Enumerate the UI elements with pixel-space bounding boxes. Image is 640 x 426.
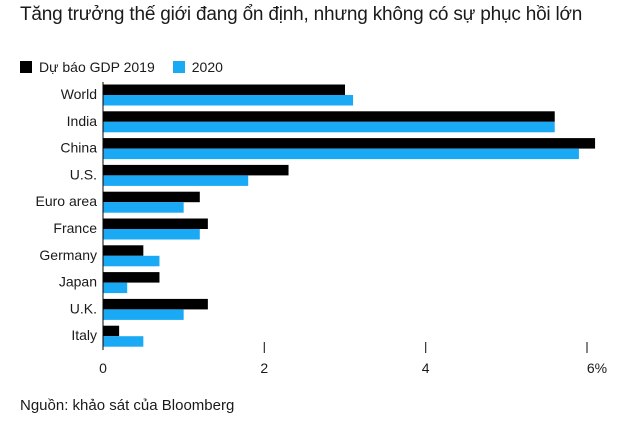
legend-item-2019: Dự báo GDP 2019 bbox=[20, 59, 155, 75]
category-label-euro-area: Euro area bbox=[36, 193, 98, 209]
bar-euro-area-2019 bbox=[103, 191, 200, 203]
category-label-u-k: U.K. bbox=[70, 300, 97, 316]
x-tick-label-6: 6% bbox=[587, 360, 607, 376]
bar-india-2020 bbox=[103, 121, 555, 133]
source-note: Nguồn: khảo sát của Bloomberg bbox=[20, 397, 235, 414]
bar-euro-area-2020 bbox=[103, 202, 184, 213]
category-label-italy: Italy bbox=[71, 327, 97, 343]
bar-u-k-2019 bbox=[103, 298, 208, 310]
legend-swatch-2020 bbox=[172, 61, 185, 73]
category-label-world: World bbox=[61, 86, 97, 102]
legend-item-2020: 2020 bbox=[172, 59, 223, 75]
x-tick-label-2: 2 bbox=[260, 360, 268, 376]
x-tick-label-0: 0 bbox=[99, 360, 107, 376]
category-label-france: France bbox=[53, 220, 97, 236]
category-label-japan: Japan bbox=[59, 274, 97, 290]
bar-india-2019 bbox=[103, 111, 555, 122]
bar-italy-2020 bbox=[103, 336, 144, 347]
legend-swatch-2019 bbox=[20, 61, 32, 73]
bar-france-2019 bbox=[103, 218, 208, 229]
bar-china-2020 bbox=[103, 148, 579, 160]
bar-germany-2019 bbox=[103, 245, 144, 256]
bar-u-s-2019 bbox=[103, 164, 289, 176]
chart-title: Tăng trưởng thế giới đang ổn định, nhưng… bbox=[20, 4, 583, 25]
category-label-u-s: U.S. bbox=[70, 166, 97, 182]
category-label-china: China bbox=[60, 140, 97, 156]
bar-world-2020 bbox=[103, 95, 354, 106]
bar-japan-2020 bbox=[103, 282, 128, 294]
legend-label-2019: Dự báo GDP 2019 bbox=[39, 59, 155, 75]
legend: Dự báo GDP 2019 2020 bbox=[20, 58, 241, 76]
bar-china-2019 bbox=[103, 138, 596, 149]
bar-japan-2019 bbox=[103, 272, 160, 283]
legend-label-2020: 2020 bbox=[191, 59, 223, 75]
bar-u-s-2020 bbox=[103, 175, 249, 186]
bar-italy-2019 bbox=[103, 325, 120, 337]
bar-france-2020 bbox=[103, 229, 200, 240]
bar-u-k-2020 bbox=[103, 309, 184, 320]
category-label-india: India bbox=[67, 113, 98, 129]
category-label-germany: Germany bbox=[39, 247, 97, 263]
x-tick-label-4: 4 bbox=[422, 360, 430, 376]
bar-germany-2020 bbox=[103, 255, 160, 267]
bar-world-2019 bbox=[103, 84, 345, 95]
